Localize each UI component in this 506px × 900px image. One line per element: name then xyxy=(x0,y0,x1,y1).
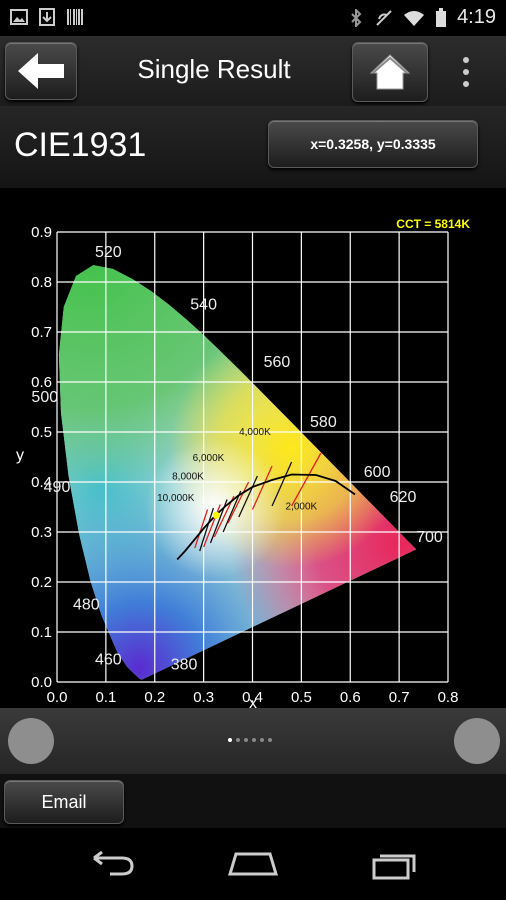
x-tick-label: 0.8 xyxy=(438,689,459,706)
cct-isotherm-label: 2,000K xyxy=(286,502,318,513)
page-dot xyxy=(260,738,264,742)
nav-back-icon[interactable] xyxy=(88,848,138,880)
y-tick-label: 0.7 xyxy=(31,324,52,341)
cct-isotherm-label: 8,000K xyxy=(172,472,204,483)
wavelength-label: 540 xyxy=(190,297,217,314)
y-tick-label: 0.8 xyxy=(31,274,52,291)
measurement-point xyxy=(212,511,220,519)
isotherm-lines xyxy=(194,452,322,552)
back-arrow-icon xyxy=(18,53,64,89)
page-dot xyxy=(236,738,240,742)
email-button[interactable]: Email xyxy=(4,780,124,824)
x-tick-label: 0.7 xyxy=(389,689,410,706)
x-tick-label: 0.0 xyxy=(47,689,68,706)
x-tick-label: 0.5 xyxy=(291,689,312,706)
y-axis-label: y xyxy=(16,447,24,464)
cct-value-label: CCT = 5814K xyxy=(396,217,470,231)
mute-icon xyxy=(376,9,392,26)
x-tick-label: 0.3 xyxy=(193,689,214,706)
wavelength-label: 460 xyxy=(95,652,122,669)
y-tick-label: 0.3 xyxy=(31,524,52,541)
bluetooth-icon xyxy=(351,8,362,27)
next-page-button[interactable] xyxy=(454,718,500,764)
footer-bar: Email xyxy=(0,774,506,828)
nav-home-icon[interactable] xyxy=(226,848,280,880)
barcode-icon xyxy=(67,9,83,25)
isotherm-line xyxy=(291,452,322,507)
isotherm-line xyxy=(271,461,293,507)
x-tick-label: 0.4 xyxy=(242,689,263,706)
page-dot xyxy=(244,738,248,742)
action-bar: Single Result xyxy=(0,36,506,107)
wifi-icon xyxy=(404,10,425,26)
overflow-menu-icon[interactable] xyxy=(454,52,478,92)
cct-isotherm-label: 4,000K xyxy=(239,427,271,438)
battery-icon xyxy=(436,7,447,27)
isotherm-line xyxy=(203,504,221,548)
color-space-label: CIE1931 xyxy=(14,126,147,164)
isotherm-line xyxy=(238,475,258,518)
page-dot xyxy=(268,738,272,742)
coordinates-button[interactable]: x=0.3258, y=0.3335 xyxy=(268,120,478,168)
isotherm-line xyxy=(199,507,215,552)
wavelength-label: 380 xyxy=(171,657,198,674)
wavelength-label: 700 xyxy=(416,529,443,546)
system-nav-bar xyxy=(0,828,506,900)
isotherm-line xyxy=(251,465,273,510)
wavelength-label: 490 xyxy=(44,479,71,496)
planckian-locus xyxy=(176,473,356,561)
wavelength-label: 620 xyxy=(390,489,417,506)
y-tick-label: 0.6 xyxy=(31,374,52,391)
status-bar: 4:19 xyxy=(0,0,506,36)
home-button[interactable] xyxy=(352,42,428,102)
page-indicator-bar xyxy=(0,708,506,774)
chart-grid xyxy=(56,231,449,683)
y-tick-label: 0.4 xyxy=(31,474,52,491)
x-tick-label: 0.6 xyxy=(340,689,361,706)
wavelength-label: 500 xyxy=(31,389,58,406)
page-dots xyxy=(228,738,272,742)
cct-isotherm-label: 6,000K xyxy=(193,453,225,464)
cie-chart-panel: 0.0 0.1 0.2 0.3 0.4 0.5 0.6 0.7 0.8 0.0 0.1 0.2 0.3 0… xyxy=(0,188,506,712)
wavelength-label: 580 xyxy=(310,414,337,431)
isotherm-line xyxy=(194,509,209,549)
page-dot xyxy=(228,738,232,742)
wavelength-label: 480 xyxy=(73,597,100,614)
wavelength-label: 560 xyxy=(264,354,291,371)
isotherm-line xyxy=(222,490,242,533)
y-tick-label: 0.5 xyxy=(31,424,52,441)
y-tick-label: 0.1 xyxy=(31,624,52,641)
wavelength-label: 600 xyxy=(364,464,391,481)
result-header: CIE1931 x=0.3258, y=0.3335 xyxy=(0,106,506,188)
y-tick-label: 0.0 xyxy=(31,674,52,691)
x-tick-label: 0.1 xyxy=(95,689,116,706)
y-tick-label: 0.9 xyxy=(31,224,52,241)
page-title: Single Result xyxy=(137,54,291,84)
previous-page-button[interactable] xyxy=(8,718,54,764)
back-button[interactable] xyxy=(5,42,77,100)
y-tick-label: 0.2 xyxy=(31,574,52,591)
isotherm-line xyxy=(227,481,250,524)
clock: 4:19 xyxy=(457,6,496,28)
x-tick-label: 0.2 xyxy=(144,689,165,706)
download-icon xyxy=(39,8,55,26)
x-axis-label: x xyxy=(249,695,257,708)
cct-isotherm-label: 10,000K xyxy=(157,493,195,504)
nav-recents-icon[interactable] xyxy=(370,848,420,880)
cie-chromaticity-chart: 0.0 0.1 0.2 0.3 0.4 0.5 0.6 0.7 0.8 0.0 0.1 0.2 0.3 0… xyxy=(16,217,470,712)
page-dot xyxy=(252,738,256,742)
home-icon xyxy=(369,54,411,90)
image-icon xyxy=(10,9,28,25)
wavelength-label: 520 xyxy=(95,244,122,261)
